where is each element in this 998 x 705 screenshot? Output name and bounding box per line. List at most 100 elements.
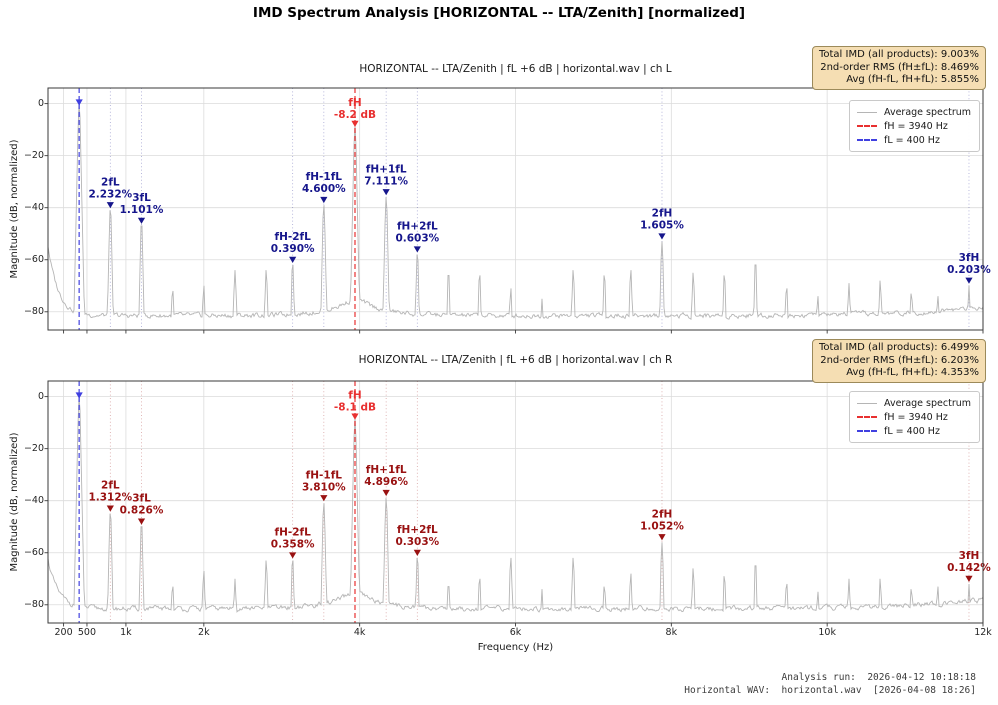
- x-tick-label: 10k: [818, 627, 836, 638]
- x-tick-label: 200: [54, 627, 73, 638]
- imd-product-value: 0.390%: [271, 243, 315, 255]
- imd-product-label: fH-2fL: [275, 231, 312, 243]
- imd-product-label: fH-1fL: [306, 171, 343, 183]
- y-tick-label: −40: [23, 201, 44, 213]
- imd-product-label: 2fL: [101, 480, 120, 492]
- fh-annotation-label: fH: [348, 390, 361, 402]
- imd-product-label: 3fH: [959, 550, 980, 562]
- imd-product-label: 2fL: [101, 176, 120, 188]
- imd-product-marker: [106, 505, 114, 512]
- imd-product-marker: [413, 549, 421, 556]
- imd-product-marker: [382, 489, 390, 497]
- x-axis-label: Frequency (Hz): [477, 642, 554, 653]
- y-axis-label-ch-l: Magnitude (dB, normalized): [9, 139, 20, 279]
- x-tick-label: 500: [77, 627, 97, 638]
- fh-line-swatch: [857, 416, 878, 418]
- legend-item: Average spectrum: [857, 105, 971, 119]
- y-tick-label: −20: [23, 442, 44, 454]
- legend-label: fL = 400 Hz: [884, 425, 940, 437]
- imd-product-value: 0.303%: [395, 536, 439, 548]
- imd-product-marker: [382, 189, 390, 196]
- y-tick-label: −20: [23, 149, 44, 161]
- stats-2nd-order-rms: 2nd-order RMS (fH±fL): 6.203%: [820, 354, 979, 366]
- imd-product-marker: [289, 552, 297, 559]
- imd-product-label: fH+2fL: [397, 221, 438, 233]
- fh-peak-marker: [351, 120, 359, 127]
- imd-product-value: 0.142%: [947, 562, 991, 574]
- imd-product-value: 0.203%: [947, 264, 991, 276]
- figure-title: IMD Spectrum Analysis [HORIZONTAL -- LTA…: [252, 5, 746, 21]
- legend-ch-l: Average spectrum fH = 3940 Hz fL = 400 H…: [849, 100, 980, 152]
- legend-label: Average spectrum: [884, 106, 971, 118]
- legend-label: fH = 3940 Hz: [884, 120, 948, 132]
- y-tick-label: −80: [23, 305, 44, 317]
- legend-item: fH = 3940 Hz: [857, 410, 971, 424]
- legend-item: fH = 3940 Hz: [857, 119, 971, 133]
- imd-product-marker: [289, 256, 297, 263]
- legend-ch-r: Average spectrum fH = 3940 Hz fL = 400 H…: [849, 391, 980, 443]
- imd-product-value: 0.603%: [395, 233, 439, 245]
- imd-product-marker: [320, 196, 328, 204]
- x-tick-label: 4k: [353, 627, 366, 638]
- imd-product-label: 3fH: [959, 252, 980, 264]
- imd-product-label: fH-2fL: [275, 527, 312, 539]
- imd-product-label: fH-1fL: [306, 469, 343, 481]
- imd-product-value: 2.232%: [88, 188, 132, 200]
- imd-product-marker: [965, 575, 973, 582]
- x-tick-label: 8k: [665, 627, 678, 638]
- imd-product-value: 3.810%: [302, 481, 346, 493]
- imd-product-value: 4.600%: [302, 183, 346, 195]
- stats-total-imd: Total IMD (all products): 6.499%: [818, 342, 979, 353]
- stats-total-imd: Total IMD (all products): 9.003%: [818, 49, 979, 60]
- imd-product-label: 2fH: [652, 208, 673, 220]
- fh-annotation-value: -8.2 dB: [334, 109, 376, 121]
- average-spectrum-trace: [47, 103, 984, 321]
- imd-product-value: 1.312%: [88, 492, 132, 504]
- legend-item: Average spectrum: [857, 396, 971, 410]
- imd-product-marker: [320, 495, 328, 502]
- fl-peak-marker: [75, 99, 83, 106]
- imd-product-label: fH+1fL: [366, 464, 407, 476]
- imd-product-marker: [137, 217, 146, 224]
- y-tick-label: −40: [23, 494, 44, 506]
- average-spectrum-line-swatch: [857, 402, 878, 404]
- fl-line-swatch: [857, 139, 878, 141]
- imd-product-marker: [137, 518, 146, 525]
- imd-product-value: 7.111%: [364, 175, 408, 187]
- stats-avg: Avg (fH-fL, fH+fL): 5.855%: [846, 74, 979, 85]
- fh-peak-marker: [351, 413, 359, 420]
- subplot-title-ch-l: HORIZONTAL -- LTA/Zenith | fL +6 dB | ho…: [359, 63, 672, 75]
- imd-product-value: 0.358%: [271, 539, 315, 551]
- footer-analysis-run: Analysis run: 2026-04-12 10:18:18: [781, 672, 976, 683]
- imd-product-value: 1.101%: [120, 204, 164, 216]
- legend-label: fL = 400 Hz: [884, 134, 940, 146]
- imd-product-value: 0.826%: [120, 505, 164, 517]
- legend-item: fL = 400 Hz: [857, 133, 971, 147]
- footer-wav-info: Horizontal WAV: horizontal.wav [2026-04-…: [684, 685, 976, 696]
- imd-product-marker: [413, 246, 421, 253]
- imd-stats-box-ch-r: Total IMD (all products): 6.499% 2nd-ord…: [811, 339, 986, 383]
- x-tick-label: 1k: [120, 627, 132, 638]
- imd-product-label: fH+2fL: [397, 524, 438, 536]
- y-tick-label: −80: [23, 598, 44, 610]
- x-tick-label: 12k: [974, 627, 992, 638]
- legend-label: Average spectrum: [884, 397, 971, 409]
- average-spectrum-line-swatch: [857, 111, 878, 113]
- imd-product-label: fH+1fL: [366, 163, 407, 175]
- legend-item: fL = 400 Hz: [857, 424, 971, 438]
- imd-product-marker: [658, 233, 666, 240]
- x-tick-label: 6k: [509, 627, 522, 638]
- legend-label: fH = 3940 Hz: [884, 411, 948, 423]
- imd-product-marker: [106, 202, 114, 209]
- stats-2nd-order-rms: 2nd-order RMS (fH±fL): 8.469%: [820, 61, 979, 73]
- subplot-title-ch-r: HORIZONTAL -- LTA/Zenith | fL +6 dB | ho…: [358, 354, 673, 366]
- y-tick-label: −60: [23, 253, 44, 265]
- imd-product-label: 2fH: [652, 508, 673, 520]
- stats-avg: Avg (fH-fL, fH+fL): 4.353%: [846, 367, 979, 378]
- y-tick-label: 0: [37, 390, 44, 402]
- y-tick-label: 0: [37, 97, 44, 109]
- x-tick-label: 2k: [198, 627, 210, 638]
- imd-product-value: 1.052%: [640, 520, 684, 532]
- imd-product-label: 3fL: [132, 192, 151, 204]
